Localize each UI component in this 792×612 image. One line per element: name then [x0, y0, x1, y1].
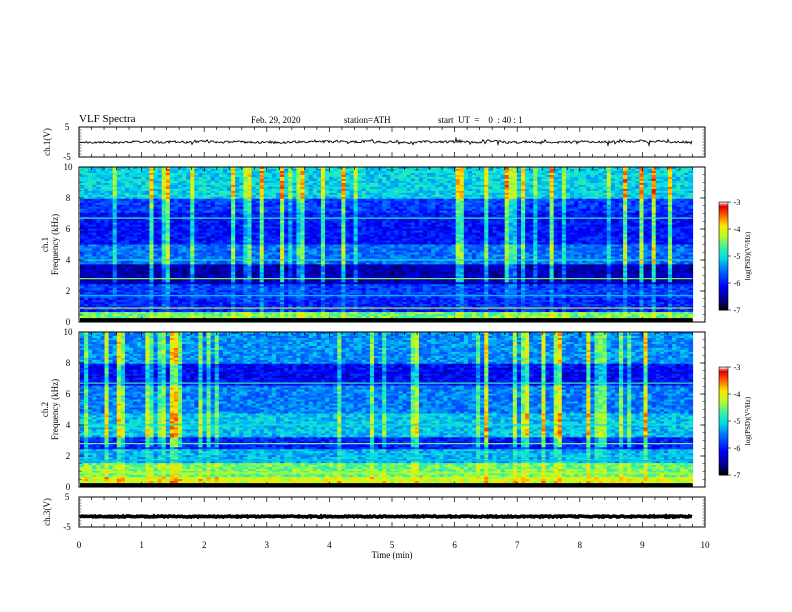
- ch1-waveform-ytick-label: -5: [63, 152, 71, 162]
- ch1-waveform-ylabel: ch.1(V): [42, 128, 52, 156]
- ch1-waveform-trace: [80, 138, 692, 145]
- plot-area: 5-5ch.1(V)0246810ch.1 Frequency (kHz)-3-4…: [0, 0, 792, 612]
- vlf-spectra-figure: VLF Spectra Feb. 29, 2020 station=ATH st…: [0, 0, 792, 612]
- ch1-spectrogram-image: [79, 167, 705, 323]
- ch1-waveform-ytick-label: 5: [65, 122, 70, 132]
